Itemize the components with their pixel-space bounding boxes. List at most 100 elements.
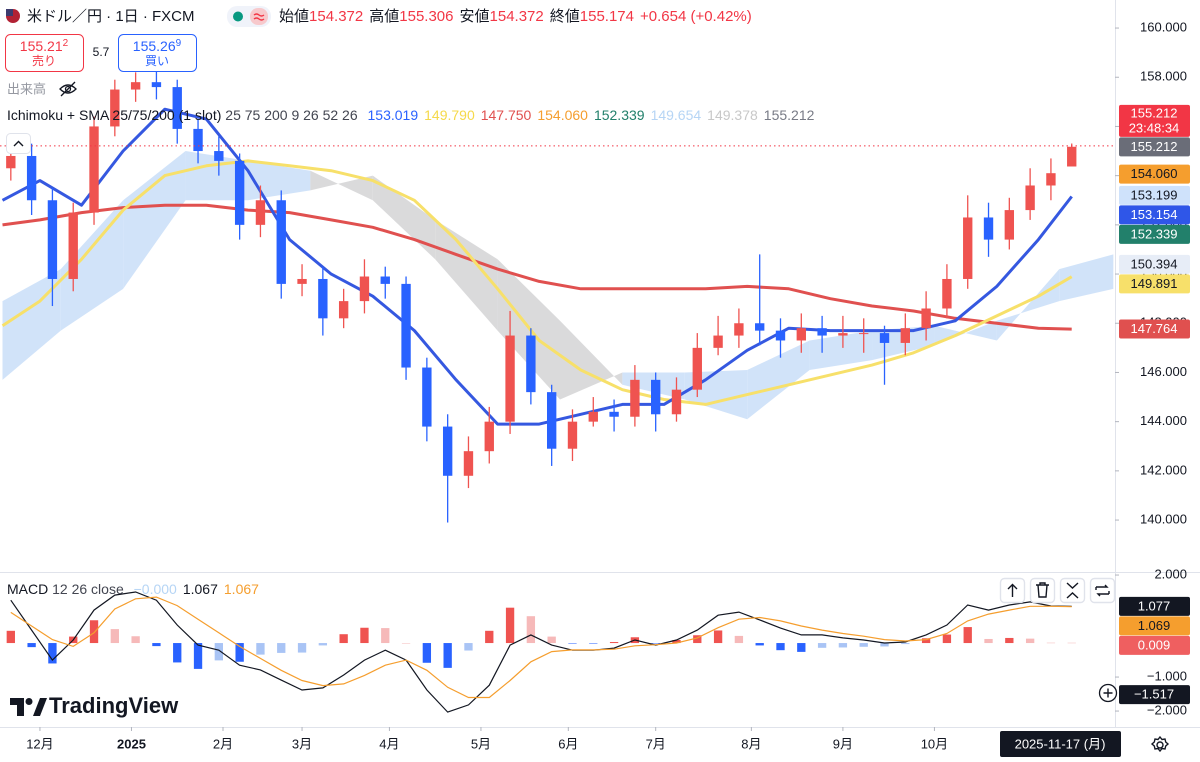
indicator-value: 149.790 — [424, 107, 475, 123]
cloud — [747, 340, 810, 420]
symbol[interactable]: 米ドル／円 · 1日 · FXCM — [27, 8, 195, 25]
histogram-bar — [838, 643, 848, 648]
candle-body — [630, 379, 640, 417]
x-tick-label: 4月 — [379, 736, 399, 751]
histogram-bar — [568, 643, 577, 644]
buy-price-main: 155.26 — [133, 38, 176, 54]
price-label-box — [1119, 635, 1190, 655]
gear-icon — [1156, 741, 1164, 749]
indicator-name[interactable]: Ichimoku + SMA 25/75/200 (1 slot) — [7, 107, 221, 123]
macd-pane — [6, 591, 1076, 713]
cloud — [372, 175, 436, 260]
indicator-value: 152.339 — [594, 107, 645, 123]
histogram-bar — [547, 636, 556, 644]
price-label-box — [1119, 164, 1190, 184]
collapse-button[interactable] — [6, 133, 31, 154]
ohlc-value: 155.174 — [580, 8, 634, 25]
histogram-bar — [942, 634, 952, 644]
candle-body — [859, 333, 869, 335]
histogram-bar — [339, 634, 348, 644]
buy-button[interactable] — [118, 34, 197, 72]
histogram-bar — [256, 643, 265, 655]
candle-body — [484, 421, 494, 452]
price-label: 155.212 — [1131, 139, 1178, 154]
histogram-bar — [277, 643, 286, 653]
candle-body — [442, 426, 453, 476]
delete-button[interactable] — [1029, 577, 1056, 604]
candle-body — [651, 379, 661, 415]
histogram-bar — [318, 643, 328, 646]
candle-body — [6, 155, 16, 169]
price-label-box — [1119, 104, 1190, 137]
indicator-legend: Ichimoku + SMA 25/75/200 (1 slot) 25 75 … — [7, 107, 815, 123]
x-tick-label: 9月 — [833, 736, 853, 751]
x-tick-label: 2025 — [117, 736, 146, 751]
histogram-bar — [235, 643, 244, 662]
macd-legend-value: 1.067 — [183, 581, 218, 597]
candle-body — [318, 278, 328, 319]
trash-icon — [1036, 582, 1049, 598]
histogram-bar — [360, 627, 369, 644]
histogram-bar — [693, 635, 702, 644]
y-tick-label: 160.000 — [1140, 19, 1187, 34]
candle-body — [338, 301, 349, 319]
price-label-box — [1119, 185, 1190, 205]
macd-legend-value: −0.000 — [134, 581, 177, 597]
price-label-box — [1119, 616, 1190, 636]
price-label: −1.517 — [1134, 687, 1174, 702]
histogram-bar — [651, 643, 660, 644]
candle-body — [255, 200, 266, 225]
cloud — [809, 330, 873, 370]
price-label-box — [1119, 685, 1190, 705]
add-button[interactable] — [1098, 683, 1118, 703]
arrow-icon — [1007, 583, 1018, 597]
candle-body — [1067, 146, 1077, 167]
histogram-bar — [443, 643, 452, 668]
candle-body — [234, 160, 245, 225]
ohlc-label: 始値 — [279, 8, 309, 25]
price-label-box — [1119, 254, 1190, 274]
indicator-value: 154.060 — [537, 107, 588, 123]
price-label-box — [1119, 319, 1190, 339]
candle-body — [193, 128, 203, 152]
histogram-bar — [609, 642, 619, 644]
gear-icon — [1150, 735, 1170, 753]
candle-body — [963, 217, 973, 279]
candle-body — [401, 283, 411, 368]
add-icon — [1103, 688, 1113, 698]
price-label-box — [1119, 205, 1190, 225]
candle-body — [359, 276, 370, 302]
price-label-box — [1119, 137, 1190, 157]
x-tick-label: 8月 — [741, 736, 761, 751]
indicator-params: 25 75 200 9 26 52 26 — [225, 107, 358, 123]
histogram-bar — [859, 643, 868, 647]
ohlc-value: 155.306 — [399, 8, 453, 25]
volume-label[interactable]: 出来高 — [7, 81, 46, 96]
candle-body — [775, 330, 786, 341]
histogram-bar — [963, 627, 972, 644]
price-label: 149.891 — [1131, 276, 1178, 291]
x-tick-label: 3月 — [292, 736, 312, 751]
macd-title[interactable]: MACD — [7, 581, 48, 597]
sell-button[interactable] — [5, 34, 84, 72]
more-button[interactable] — [1089, 577, 1116, 604]
candle-body — [463, 451, 474, 476]
price-label: 153.199 — [1131, 187, 1178, 202]
spread: 5.7 — [93, 45, 110, 59]
settings-button[interactable] — [1150, 735, 1170, 753]
y-tick-label: 2.000 — [1154, 566, 1187, 581]
candle-body — [796, 328, 806, 341]
candle-body — [734, 323, 744, 336]
cloud — [559, 320, 623, 400]
hide-icon[interactable] — [59, 81, 77, 97]
refresh-icon — [1095, 584, 1110, 597]
countdown: 23:48:34 — [1129, 120, 1180, 135]
candle-body — [526, 335, 536, 393]
histogram-bar — [880, 643, 889, 647]
collapse-pane-button[interactable] — [1059, 577, 1086, 604]
market-open-icon — [233, 11, 243, 22]
moving-average — [1, 159, 1073, 406]
candle-body — [692, 347, 702, 390]
candle-body — [130, 82, 141, 90]
change: +0.654 (+0.42%) — [640, 8, 752, 25]
